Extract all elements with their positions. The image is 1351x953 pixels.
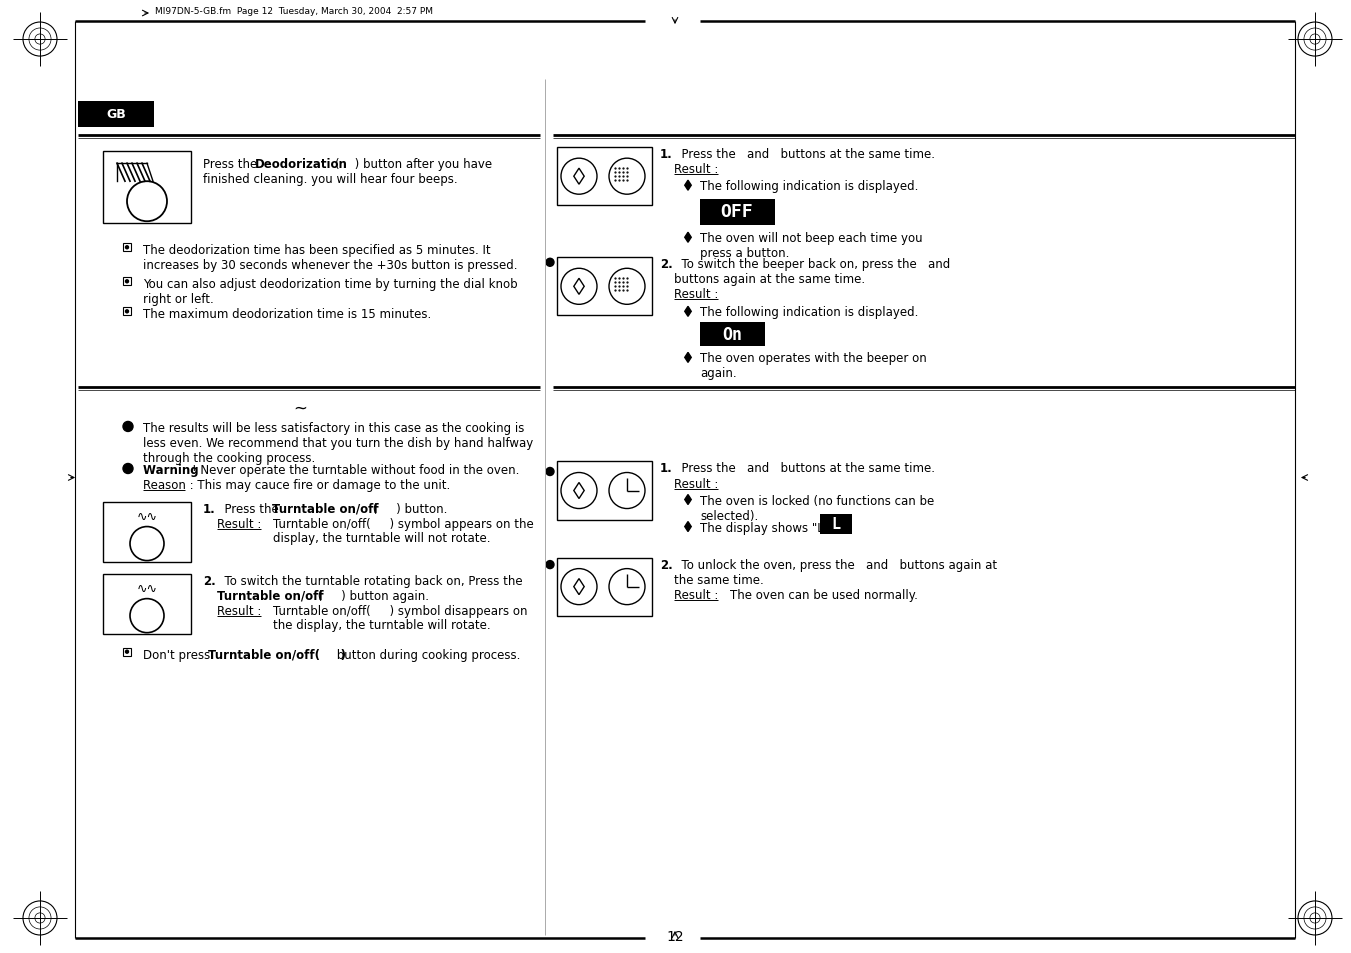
Bar bbox=[123, 278, 131, 286]
Text: The display shows "L".: The display shows "L". bbox=[700, 521, 832, 534]
Bar bbox=[123, 244, 131, 252]
Text: the same time.: the same time. bbox=[674, 573, 763, 586]
Text: 12: 12 bbox=[666, 929, 684, 943]
Bar bbox=[700, 200, 775, 226]
Circle shape bbox=[546, 259, 554, 267]
Text: Result :: Result : bbox=[674, 163, 719, 176]
Text: finished cleaning. you will hear four beeps.: finished cleaning. you will hear four be… bbox=[203, 173, 458, 186]
Text: OFF: OFF bbox=[720, 203, 754, 221]
Text: 1.: 1. bbox=[661, 462, 673, 475]
Text: (     ) button.: ( ) button. bbox=[369, 502, 447, 515]
Text: the display, the turntable will rotate.: the display, the turntable will rotate. bbox=[273, 618, 490, 631]
Bar bbox=[820, 514, 852, 534]
Text: Press the: Press the bbox=[203, 158, 261, 171]
Text: On: On bbox=[721, 326, 742, 344]
Text: MI97DN-5-GB.fm  Page 12  Tuesday, March 30, 2004  2:57 PM: MI97DN-5-GB.fm Page 12 Tuesday, March 30… bbox=[155, 7, 434, 16]
Circle shape bbox=[126, 311, 128, 314]
Text: Deodorization: Deodorization bbox=[255, 158, 347, 171]
Text: Turntable on/off(     ) symbol appears on the: Turntable on/off( ) symbol appears on th… bbox=[273, 517, 534, 530]
Bar bbox=[123, 308, 131, 316]
Text: Turntable on/off: Turntable on/off bbox=[272, 502, 378, 515]
Circle shape bbox=[123, 464, 132, 474]
Circle shape bbox=[126, 651, 128, 654]
Text: 2.: 2. bbox=[661, 558, 673, 571]
Text: To switch the turntable rotating back on, Press the: To switch the turntable rotating back on… bbox=[218, 574, 523, 587]
Text: Reason : This may cauce fire or damage to the unit.: Reason : This may cauce fire or damage t… bbox=[143, 478, 450, 491]
Text: The oven will not beep each time you
press a button.: The oven will not beep each time you pre… bbox=[700, 232, 923, 260]
Text: 2.: 2. bbox=[661, 258, 673, 271]
Text: The oven operates with the beeper on
again.: The oven operates with the beeper on aga… bbox=[700, 352, 927, 380]
Text: Result :: Result : bbox=[674, 288, 719, 301]
Text: The maximum deodorization time is 15 minutes.: The maximum deodorization time is 15 min… bbox=[143, 308, 431, 321]
Text: 2.: 2. bbox=[203, 574, 216, 587]
Text: Turntable on/off(     ): Turntable on/off( ) bbox=[208, 648, 346, 661]
Circle shape bbox=[126, 247, 128, 250]
Bar bbox=[557, 462, 653, 520]
Text: 1.: 1. bbox=[661, 148, 673, 161]
Text: The following indication is displayed.: The following indication is displayed. bbox=[700, 306, 919, 319]
Bar bbox=[103, 574, 190, 634]
Bar bbox=[103, 152, 190, 224]
Text: (    ) button after you have: ( ) button after you have bbox=[335, 158, 492, 171]
Text: Result :: Result : bbox=[674, 588, 719, 601]
Text: 1.: 1. bbox=[203, 502, 216, 515]
Bar bbox=[123, 648, 131, 656]
Text: Press the   and   buttons at the same time.: Press the and buttons at the same time. bbox=[674, 148, 935, 161]
Text: The oven is locked (no functions can be
selected).: The oven is locked (no functions can be … bbox=[700, 494, 935, 522]
Bar bbox=[700, 323, 765, 347]
Polygon shape bbox=[685, 353, 692, 363]
Text: Press the   and   buttons at the same time.: Press the and buttons at the same time. bbox=[674, 462, 935, 475]
Text: Turntable on/off: Turntable on/off bbox=[218, 589, 324, 602]
Text: GB: GB bbox=[107, 108, 126, 121]
Text: The deodorization time has been specified as 5 minutes. It
increases by 30 secon: The deodorization time has been specifie… bbox=[143, 244, 517, 272]
Polygon shape bbox=[685, 522, 692, 532]
Polygon shape bbox=[685, 307, 692, 317]
Polygon shape bbox=[685, 181, 692, 191]
Polygon shape bbox=[685, 233, 692, 243]
Text: Turntable on/off(     ) symbol disappears on: Turntable on/off( ) symbol disappears on bbox=[273, 604, 527, 617]
Text: To switch the beeper back on, press the   and: To switch the beeper back on, press the … bbox=[674, 258, 958, 271]
Bar bbox=[557, 258, 653, 316]
Bar bbox=[78, 102, 154, 128]
Bar bbox=[557, 558, 653, 616]
Text: ∿∿: ∿∿ bbox=[136, 582, 158, 595]
Text: button during cooking process.: button during cooking process. bbox=[332, 648, 520, 661]
Text: buttons again at the same time.: buttons again at the same time. bbox=[674, 273, 865, 286]
Text: Result :: Result : bbox=[674, 477, 719, 490]
Text: The oven can be used normally.: The oven can be used normally. bbox=[730, 588, 917, 601]
Text: L: L bbox=[831, 516, 840, 531]
Text: To unlock the oven, press the   and   buttons again at: To unlock the oven, press the and button… bbox=[674, 558, 997, 571]
Text: Result :: Result : bbox=[218, 604, 261, 617]
Text: ∿∿: ∿∿ bbox=[136, 510, 158, 523]
Text: The following indication is displayed.: The following indication is displayed. bbox=[700, 180, 919, 193]
Bar bbox=[103, 502, 190, 562]
Text: Press the: Press the bbox=[218, 502, 282, 515]
Text: display, the turntable will not rotate.: display, the turntable will not rotate. bbox=[273, 531, 490, 544]
Circle shape bbox=[126, 280, 128, 283]
Polygon shape bbox=[685, 495, 692, 505]
Text: ~: ~ bbox=[293, 399, 307, 417]
Circle shape bbox=[546, 468, 554, 476]
Bar bbox=[557, 148, 653, 206]
Text: Result :: Result : bbox=[218, 517, 261, 530]
Circle shape bbox=[546, 561, 554, 569]
Text: ! Never operate the turntable without food in the oven.: ! Never operate the turntable without fo… bbox=[192, 464, 519, 477]
Text: The results will be less satisfactory in this case as the cooking is
less even. : The results will be less satisfactory in… bbox=[143, 422, 534, 465]
Text: (     ) button again.: ( ) button again. bbox=[313, 589, 430, 602]
Text: Warning: Warning bbox=[143, 464, 203, 477]
Text: Don't press: Don't press bbox=[143, 648, 213, 661]
Circle shape bbox=[123, 422, 132, 432]
Text: You can also adjust deodorization time by turning the dial knob
right or left.: You can also adjust deodorization time b… bbox=[143, 278, 517, 306]
